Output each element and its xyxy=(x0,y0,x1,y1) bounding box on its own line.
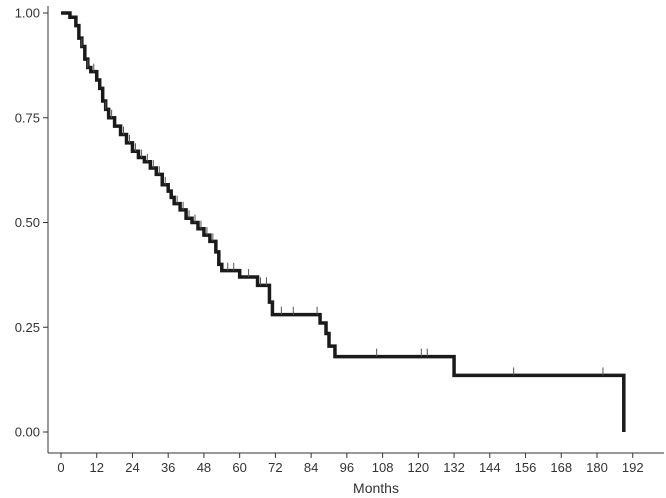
x-tick-label: 84 xyxy=(304,460,318,475)
y-tick-label: 0.00 xyxy=(15,425,40,440)
x-tick-label: 36 xyxy=(161,460,175,475)
x-tick-label: 96 xyxy=(340,460,354,475)
x-tick-label: 192 xyxy=(622,460,644,475)
y-tick-label: 1.00 xyxy=(15,6,40,21)
x-tick-label: 144 xyxy=(479,460,501,475)
x-axis-ticks: 0 12 24 36 48 60 72 84 96 108 120 132 144 156 168 180 19… xyxy=(57,453,644,475)
x-tick-label: 132 xyxy=(443,460,465,475)
y-tick-label: 0.75 xyxy=(15,110,40,125)
survival-step-line xyxy=(61,11,626,432)
x-tick-label: 24 xyxy=(125,460,139,475)
x-tick-label: 120 xyxy=(407,460,429,475)
x-tick-label: 48 xyxy=(197,460,211,475)
y-axis-ticks: 0.00 0.25 0.50 0.75 1.00 xyxy=(15,6,48,440)
x-tick-label: 12 xyxy=(89,460,103,475)
x-tick-label: 108 xyxy=(372,460,394,475)
y-tick-label: 0.25 xyxy=(15,320,40,335)
y-tick-label: 0.50 xyxy=(15,215,40,230)
censor-marks xyxy=(81,38,604,376)
x-axis-title: Months xyxy=(353,480,399,496)
x-tick-label: 156 xyxy=(515,460,537,475)
x-tick-label: 0 xyxy=(57,460,64,475)
x-tick-label: 72 xyxy=(268,460,282,475)
x-tick-label: 60 xyxy=(232,460,246,475)
x-tick-label: 180 xyxy=(586,460,608,475)
x-tick-label: 168 xyxy=(550,460,572,475)
